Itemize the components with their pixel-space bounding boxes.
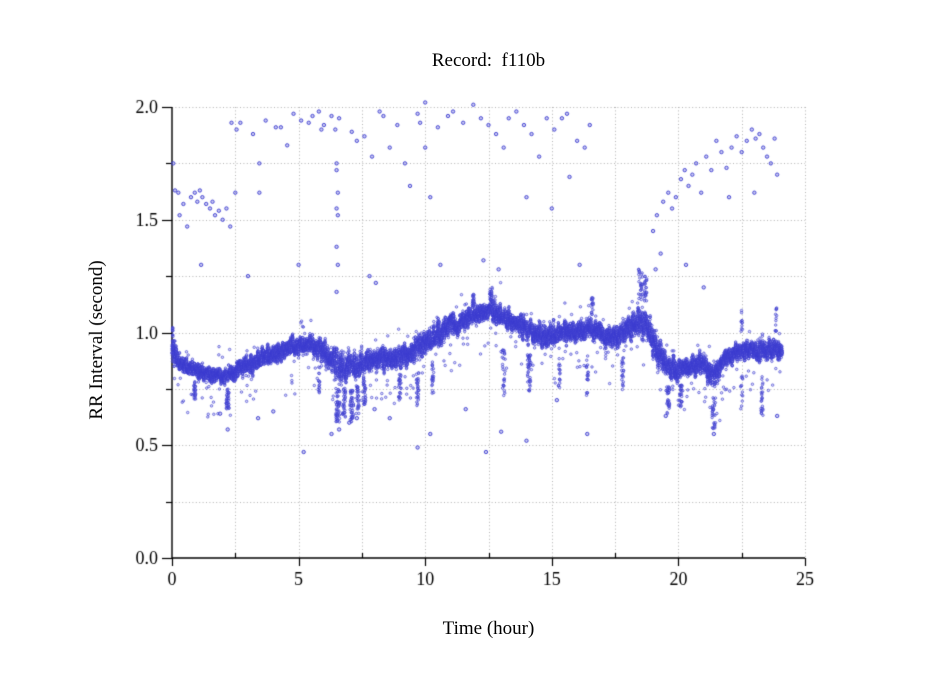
chart-title: Record: f110b bbox=[431, 50, 546, 71]
x-axis-label: Time (hour) bbox=[442, 618, 535, 639]
y-axis-label: RR Interval (second) bbox=[86, 260, 107, 420]
